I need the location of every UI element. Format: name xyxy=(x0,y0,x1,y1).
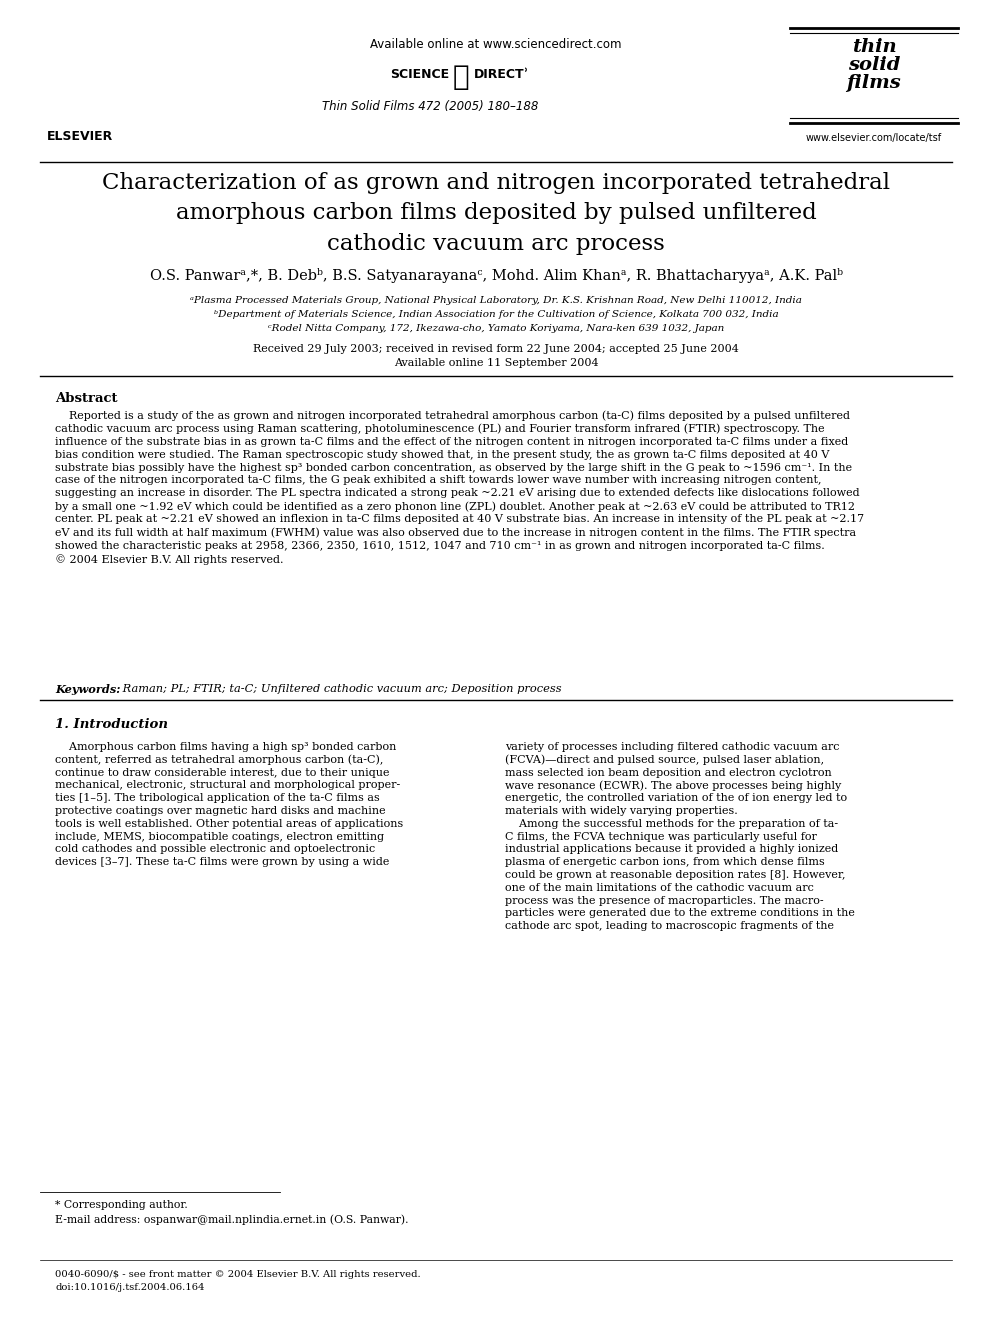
Text: cold cathodes and possible electronic and optoelectronic: cold cathodes and possible electronic an… xyxy=(55,844,375,855)
Text: ELSEVIER: ELSEVIER xyxy=(47,130,113,143)
Text: 0040-6090/$ - see front matter © 2004 Elsevier B.V. All rights reserved.: 0040-6090/$ - see front matter © 2004 El… xyxy=(55,1270,421,1279)
Text: E-mail address: ospanwar@mail.nplindia.ernet.in (O.S. Panwar).: E-mail address: ospanwar@mail.nplindia.e… xyxy=(55,1215,409,1225)
Text: cathode arc spot, leading to macroscopic fragments of the: cathode arc spot, leading to macroscopic… xyxy=(505,921,834,931)
Text: Characterization of as grown and nitrogen incorporated tetrahedral
amorphous car: Characterization of as grown and nitroge… xyxy=(102,172,890,255)
Text: process was the presence of macroparticles. The macro-: process was the presence of macroparticl… xyxy=(505,896,823,906)
Text: energetic, the controlled variation of the of ion energy led to: energetic, the controlled variation of t… xyxy=(505,794,847,803)
Text: ties [1–5]. The tribological application of the ta-C films as: ties [1–5]. The tribological application… xyxy=(55,794,380,803)
Text: content, referred as tetrahedral amorphous carbon (ta-C),: content, referred as tetrahedral amorpho… xyxy=(55,755,383,766)
Text: Received 29 July 2003; received in revised form 22 June 2004; accepted 25 June 2: Received 29 July 2003; received in revis… xyxy=(253,344,739,355)
Text: Raman; PL; FTIR; ta-C; Unfiltered cathodic vacuum arc; Deposition process: Raman; PL; FTIR; ta-C; Unfiltered cathod… xyxy=(119,684,561,695)
Text: doi:10.1016/j.tsf.2004.06.164: doi:10.1016/j.tsf.2004.06.164 xyxy=(55,1283,204,1293)
Text: industrial applications because it provided a highly ionized: industrial applications because it provi… xyxy=(505,844,838,855)
Text: continue to draw considerable interest, due to their unique: continue to draw considerable interest, … xyxy=(55,767,390,778)
Text: films: films xyxy=(846,74,902,93)
Text: ᵇDepartment of Materials Science, Indian Association for the Cultivation of Scie: ᵇDepartment of Materials Science, Indian… xyxy=(213,310,779,319)
Text: Abstract: Abstract xyxy=(55,392,117,405)
Text: Available online at www.sciencedirect.com: Available online at www.sciencedirect.co… xyxy=(370,38,622,52)
Text: SCIENCE: SCIENCE xyxy=(390,67,449,81)
Text: Keywords:: Keywords: xyxy=(55,684,120,695)
Text: O.S. Panwarᵃ,*, B. Debᵇ, B.S. Satyanarayanaᶜ, Mohd. Alim Khanᵃ, R. Bhattacharyya: O.S. Panwarᵃ,*, B. Debᵇ, B.S. Satyanaray… xyxy=(150,269,842,283)
Text: mechanical, electronic, structural and morphological proper-: mechanical, electronic, structural and m… xyxy=(55,781,400,790)
Text: could be grown at reasonable deposition rates [8]. However,: could be grown at reasonable deposition … xyxy=(505,871,845,880)
Text: particles were generated due to the extreme conditions in the: particles were generated due to the extr… xyxy=(505,909,855,918)
Text: * Corresponding author.: * Corresponding author. xyxy=(55,1200,187,1211)
Text: Among the successful methods for the preparation of ta-: Among the successful methods for the pre… xyxy=(505,819,838,828)
Text: protective coatings over magnetic hard disks and machine: protective coatings over magnetic hard d… xyxy=(55,806,386,816)
Text: Reported is a study of the as grown and nitrogen incorporated tetrahedral amorph: Reported is a study of the as grown and … xyxy=(55,410,864,565)
Text: materials with widely varying properties.: materials with widely varying properties… xyxy=(505,806,738,816)
Text: (FCVA)—direct and pulsed source, pulsed laser ablation,: (FCVA)—direct and pulsed source, pulsed … xyxy=(505,755,824,766)
Text: Thin Solid Films 472 (2005) 180–188: Thin Solid Films 472 (2005) 180–188 xyxy=(321,101,539,112)
Text: ⓐ: ⓐ xyxy=(453,64,469,91)
Text: Available online 11 September 2004: Available online 11 September 2004 xyxy=(394,359,598,368)
Text: mass selected ion beam deposition and electron cyclotron: mass selected ion beam deposition and el… xyxy=(505,767,831,778)
Text: C films, the FCVA technique was particularly useful for: C films, the FCVA technique was particul… xyxy=(505,832,816,841)
Text: ᵃPlasma Processed Materials Group, National Physical Laboratory, Dr. K.S. Krishn: ᵃPlasma Processed Materials Group, Natio… xyxy=(190,296,802,306)
Text: DIRECTʾ: DIRECTʾ xyxy=(474,67,530,81)
Text: www.elsevier.com/locate/tsf: www.elsevier.com/locate/tsf xyxy=(806,134,942,143)
Text: include, MEMS, biocompatible coatings, electron emitting: include, MEMS, biocompatible coatings, e… xyxy=(55,832,384,841)
Text: thin: thin xyxy=(852,38,897,56)
Text: devices [3–7]. These ta-C films were grown by using a wide: devices [3–7]. These ta-C films were gro… xyxy=(55,857,390,867)
Text: variety of processes including filtered cathodic vacuum arc: variety of processes including filtered … xyxy=(505,742,839,751)
Text: Amorphous carbon films having a high sp³ bonded carbon: Amorphous carbon films having a high sp³… xyxy=(55,742,397,751)
Text: plasma of energetic carbon ions, from which dense films: plasma of energetic carbon ions, from wh… xyxy=(505,857,824,867)
Text: one of the main limitations of the cathodic vacuum arc: one of the main limitations of the catho… xyxy=(505,882,813,893)
Text: solid: solid xyxy=(848,56,900,74)
Text: 1. Introduction: 1. Introduction xyxy=(55,718,168,732)
Text: wave resonance (ECWR). The above processes being highly: wave resonance (ECWR). The above process… xyxy=(505,781,841,791)
Text: tools is well established. Other potential areas of applications: tools is well established. Other potenti… xyxy=(55,819,404,828)
Text: ᶜRodel Nitta Company, 172, Ikezawa-cho, Yamato Koriyama, Nara-ken 639 1032, Japa: ᶜRodel Nitta Company, 172, Ikezawa-cho, … xyxy=(268,324,724,333)
